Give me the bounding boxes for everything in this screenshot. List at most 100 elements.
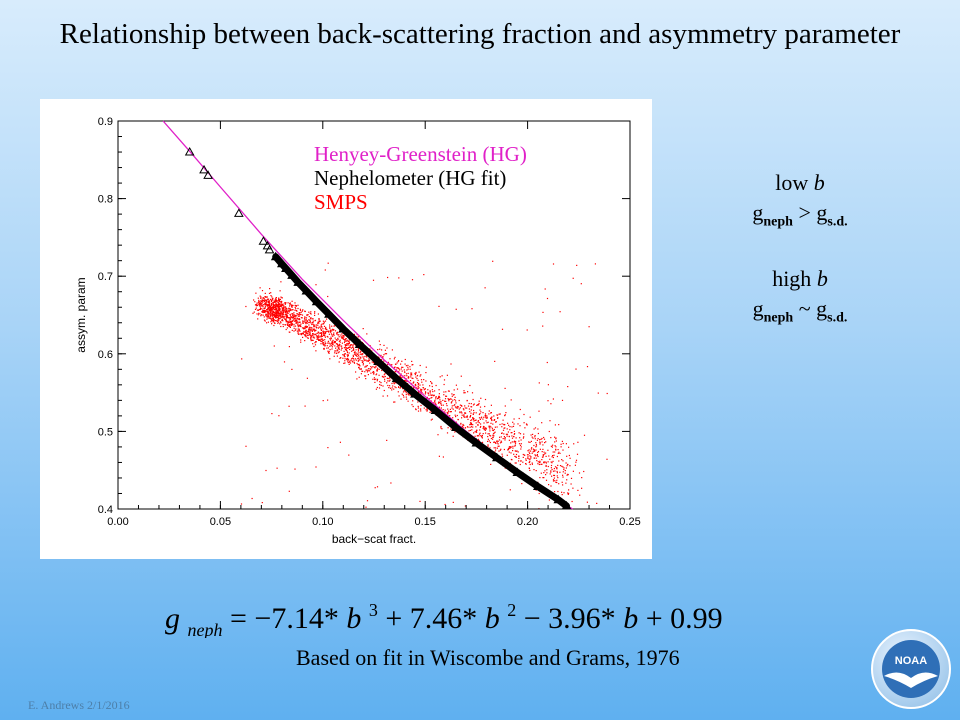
smps-point: [310, 328, 312, 330]
smps-point: [274, 301, 276, 303]
smps-point: [431, 394, 434, 396]
smps-point: [327, 347, 329, 349]
smps-point: [533, 449, 535, 452]
smps-point: [536, 454, 538, 456]
smps-point: [440, 427, 442, 429]
smps-point: [487, 444, 489, 446]
smps-point: [518, 455, 520, 457]
smps-point: [529, 455, 531, 457]
smps-point: [546, 469, 548, 471]
smps-point: [284, 318, 286, 320]
smps-point: [388, 387, 390, 389]
smps-point: [276, 305, 278, 307]
smps-point: [520, 446, 522, 448]
smps-point: [337, 338, 339, 340]
smps-point: [306, 322, 308, 324]
smps-point: [267, 306, 269, 308]
smps-point: [310, 337, 312, 339]
smps-point: [486, 416, 488, 418]
formula-t2: + 7.46*: [385, 602, 477, 635]
smps-point: [348, 361, 350, 363]
smps-point: [501, 423, 503, 425]
smps-point: [269, 301, 271, 303]
smps-point: [479, 406, 482, 408]
smps-point: [415, 376, 417, 378]
smps-point: [427, 392, 429, 394]
smps-point: [544, 288, 546, 290]
smps-point: [293, 317, 296, 319]
smps-point: [422, 384, 424, 386]
smps-point: [357, 349, 360, 352]
smps-point: [437, 397, 439, 399]
smps-point: [481, 436, 483, 438]
smps-point: [360, 357, 362, 359]
smps-point: [431, 385, 433, 388]
smps-point: [291, 316, 294, 318]
smps-point: [356, 362, 358, 365]
smps-point: [462, 426, 464, 428]
smps-point: [512, 447, 514, 449]
smps-point: [565, 462, 567, 464]
smps-point: [446, 411, 448, 413]
smps-point: [541, 459, 543, 461]
smps-point: [328, 331, 330, 333]
smps-point: [267, 311, 269, 313]
smps-point: [256, 309, 258, 311]
smps-point: [566, 479, 568, 481]
smps-point: [408, 376, 410, 378]
smps-point: [463, 415, 465, 418]
note-low-g1: g: [752, 200, 764, 225]
smps-point: [364, 371, 366, 373]
smps-point: [578, 472, 581, 474]
smps-point: [261, 299, 264, 302]
smps-point: [372, 366, 374, 368]
smps-point: [440, 400, 442, 403]
scatter-plot-panel: 0.00 0.05 0.10 0.15 0.20 0.25 0.4 0.5 0.6 0.7 0.8 0…: [40, 99, 652, 559]
smps-point: [315, 333, 317, 335]
smps-point: [343, 362, 345, 364]
smps-point: [383, 354, 385, 356]
smps-point: [404, 379, 406, 382]
smps-point: [322, 400, 324, 402]
smps-point: [387, 364, 389, 366]
smps-point: [418, 387, 420, 389]
plot-frame: [117, 120, 631, 510]
smps-point: [289, 314, 291, 316]
smps-point: [528, 461, 530, 464]
smps-point: [392, 385, 394, 387]
smps-point: [342, 336, 344, 338]
smps-point: [489, 441, 491, 444]
smps-point: [302, 336, 304, 338]
smps-point: [586, 501, 588, 503]
smps-point: [304, 334, 306, 336]
smps-point: [481, 434, 483, 437]
smps-point: [377, 367, 379, 369]
smps-point: [285, 312, 287, 314]
smps-point: [282, 314, 284, 316]
smps-point: [434, 399, 436, 401]
smps-point: [504, 414, 506, 416]
smps-point: [417, 384, 419, 386]
smps-point: [389, 385, 391, 387]
smps-point: [450, 363, 452, 365]
smps-point: [332, 333, 335, 335]
smps-point: [556, 467, 558, 469]
smps-point: [452, 399, 454, 401]
smps-point: [300, 339, 302, 341]
smps-point: [530, 448, 532, 450]
smps-point: [488, 413, 490, 415]
smps-point: [478, 422, 480, 424]
smps-point: [524, 454, 526, 456]
smps-point: [365, 375, 367, 377]
smps-point: [509, 426, 511, 428]
smps-point: [285, 307, 287, 309]
smps-point: [302, 333, 304, 335]
smps-point: [512, 421, 514, 423]
smps-point: [289, 319, 291, 321]
smps-point: [420, 379, 423, 381]
smps-point: [504, 437, 506, 439]
smps-point: [397, 391, 399, 393]
smps-point: [539, 439, 541, 441]
smps-point: [331, 334, 333, 336]
smps-point: [326, 347, 328, 349]
